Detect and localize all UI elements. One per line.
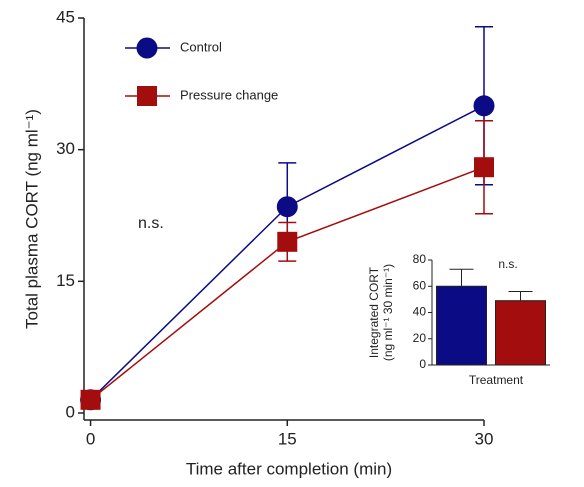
marker (473, 95, 495, 117)
y-axis-label: Total plasma CORT (ng ml⁻¹) (22, 109, 41, 329)
y-tick-label: 40 (413, 305, 427, 319)
y-tick-label: 0 (419, 357, 426, 371)
y-tick-label: 45 (56, 7, 75, 26)
error-bar (449, 268, 474, 287)
y-tick-label: 20 (413, 331, 427, 345)
y-tick-label: 15 (56, 271, 75, 290)
marker (80, 389, 101, 410)
y-tick-label: 60 (413, 278, 427, 292)
marker (277, 231, 298, 252)
marker (136, 37, 158, 59)
legend-label: Control (180, 39, 222, 54)
legend-label: Pressure change (180, 87, 278, 102)
x-tick-label: 30 (475, 429, 494, 448)
y-tick-label: 0 (66, 402, 75, 421)
error-bar (508, 291, 533, 301)
y-axis-label: (ng ml⁻¹ 30 min⁻¹) (381, 264, 395, 361)
annotation: n.s. (498, 257, 517, 271)
y-tick-label: 30 (56, 139, 75, 158)
y-tick-label: 80 (413, 252, 427, 266)
x-axis-label: Time after completion (min) (186, 459, 392, 478)
x-tick-label: 0 (86, 429, 95, 448)
marker (276, 196, 298, 218)
bar (436, 285, 487, 366)
x-tick-label: 15 (278, 429, 297, 448)
marker (137, 86, 157, 106)
marker (474, 157, 494, 178)
x-axis-label: Treatment (469, 373, 524, 387)
y-axis-label: Integrated CORT (367, 266, 381, 358)
bar (495, 300, 546, 366)
annotation: n.s. (138, 215, 164, 232)
